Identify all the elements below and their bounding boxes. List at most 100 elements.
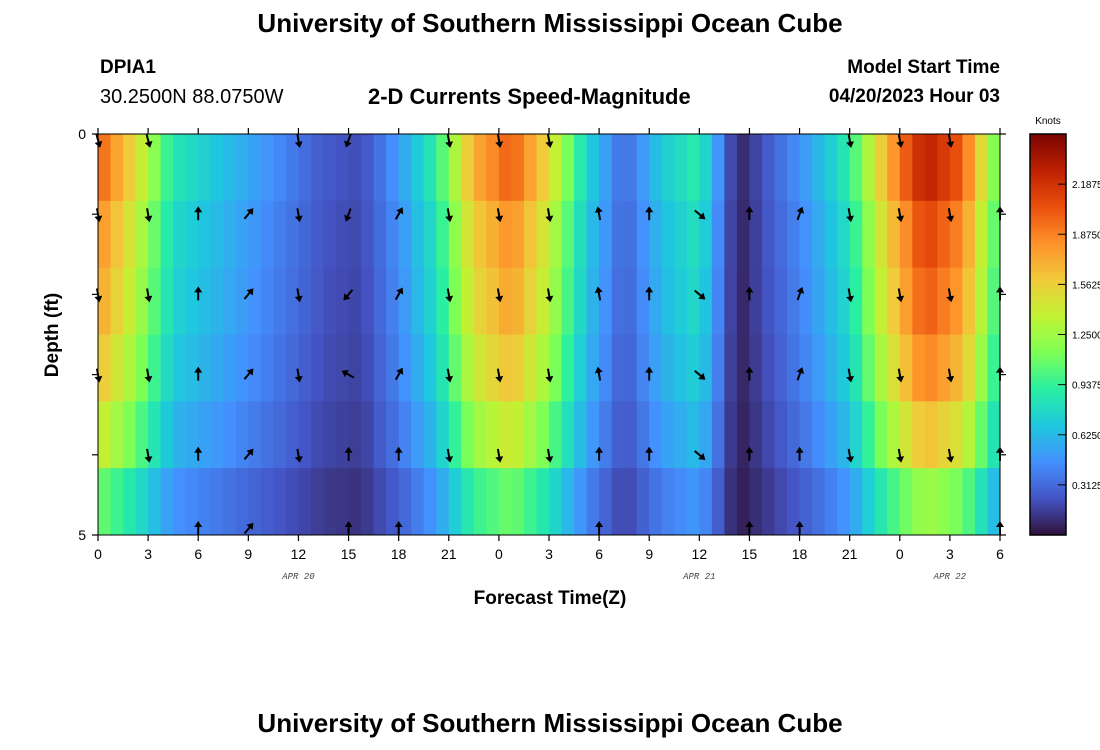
current-vector-arrow: [796, 367, 805, 381]
heatmap-cell: [348, 334, 362, 402]
heatmap-cell: [949, 200, 964, 269]
current-vector-arrow: [341, 370, 355, 379]
current-vector-arrow: [294, 208, 303, 223]
heatmap-cell: [724, 200, 738, 269]
heatmap-cell: [123, 267, 137, 336]
current-vector-arrow: [595, 521, 604, 535]
heatmap-cells: [98, 134, 1000, 535]
heatmap-cell: [724, 267, 738, 336]
current-vector-arrow: [846, 133, 854, 148]
heatmap-cell: [436, 334, 450, 402]
current-vector-arrow: [694, 209, 706, 220]
heatmap-cell: [323, 401, 337, 469]
heatmap-cell: [361, 267, 375, 336]
current-vector-arrow: [896, 133, 905, 148]
heatmap-cell: [110, 267, 124, 336]
current-vector-arrow: [495, 288, 504, 303]
heatmap-cell: [912, 334, 926, 402]
heatmap-cell: [686, 401, 700, 469]
heatmap-cell: [173, 468, 187, 535]
current-vector-arrow: [144, 208, 153, 223]
heatmap-cell: [787, 134, 801, 202]
heatmap-cell: [887, 134, 901, 202]
heatmap-cell: [336, 134, 350, 202]
current-vector-arrow: [144, 368, 153, 383]
heatmap-cell: [611, 200, 625, 269]
current-vector-arrow: [294, 133, 303, 148]
heatmap-cell: [361, 134, 375, 202]
heatmap-cell: [473, 334, 487, 402]
heatmap-cell: [837, 401, 851, 469]
current-vector-arrow: [645, 286, 654, 301]
heatmap-cell: [661, 267, 675, 336]
heatmap-cell: [837, 468, 851, 535]
heatmap-cell: [624, 468, 638, 535]
heatmap-cell: [699, 334, 713, 402]
heatmap-cell: [248, 468, 262, 535]
heatmap-cell: [711, 468, 725, 535]
heatmap-cell: [699, 401, 713, 469]
heatmap-cell: [599, 267, 613, 336]
heatmap-cell: [523, 334, 538, 402]
heatmap-cell: [198, 200, 212, 269]
heatmap-cell: [937, 334, 951, 402]
heatmap-cell: [962, 468, 976, 535]
heatmap-cell: [148, 134, 162, 202]
heatmap-cell: [160, 134, 174, 202]
heatmap-cell: [912, 267, 926, 336]
heatmap-cell: [386, 334, 400, 402]
heatmap-cell: [536, 334, 550, 402]
x-tick-label: 3: [545, 546, 553, 562]
heatmap-cell: [198, 334, 212, 402]
heatmap-cell: [749, 334, 763, 402]
heatmap-cell: [411, 468, 425, 535]
heatmap-cell: [611, 134, 625, 202]
current-vector-arrow: [545, 208, 554, 223]
x-tick-label: 3: [946, 546, 954, 562]
heatmap-cell: [336, 401, 350, 469]
heatmap-cell: [298, 200, 312, 269]
heatmap-cell: [787, 334, 801, 402]
heatmap-cell: [223, 334, 237, 402]
heatmap-cell: [812, 334, 826, 402]
heatmap-cell: [248, 200, 262, 269]
heatmap-cell: [498, 200, 513, 269]
heatmap-cell: [561, 334, 575, 402]
heatmap-cell: [837, 134, 851, 202]
current-vector-arrow: [694, 289, 706, 300]
heatmap-cell: [511, 334, 525, 402]
heatmap-cell: [398, 134, 412, 202]
x-tick-label: 12: [291, 546, 307, 562]
heatmap-cell: [235, 200, 249, 269]
heatmap-cell: [348, 468, 362, 535]
heatmap-cell: [260, 267, 274, 336]
heatmap-cell: [260, 468, 274, 535]
heatmap-cell: [185, 134, 199, 202]
heatmap-cell: [285, 334, 300, 402]
heatmap-cell: [549, 200, 563, 269]
heatmap-cell: [448, 468, 462, 535]
current-vector-arrow: [846, 288, 854, 303]
colorbar-tick-label: 0.9375: [1072, 381, 1100, 392]
heatmap-cell: [912, 200, 926, 269]
current-vector-arrow: [796, 286, 805, 301]
heatmap-cell: [461, 334, 475, 402]
colorbar-tick-label: 0.3125: [1072, 481, 1100, 492]
x-axis-title: Forecast Time(Z): [474, 588, 627, 609]
heatmap-cell: [486, 267, 500, 336]
model-start-value: 04/20/2023 Hour 03: [828, 86, 1000, 107]
current-vector-arrow: [595, 446, 604, 461]
current-vector-arrow: [694, 369, 706, 380]
current-vector-arrow: [294, 288, 303, 303]
heatmap-cell: [248, 134, 262, 202]
heatmap-cell: [348, 134, 362, 202]
heatmap-cell: [536, 267, 550, 336]
heatmap-cell: [511, 267, 525, 336]
heatmap-cell: [962, 401, 976, 469]
heatmap-cell: [686, 267, 700, 336]
current-vector-arrow: [495, 448, 504, 463]
heatmap-cell: [298, 401, 312, 469]
heatmap-cell: [724, 334, 738, 402]
current-vector-arrow: [394, 367, 404, 381]
current-vector-arrow: [896, 208, 905, 223]
